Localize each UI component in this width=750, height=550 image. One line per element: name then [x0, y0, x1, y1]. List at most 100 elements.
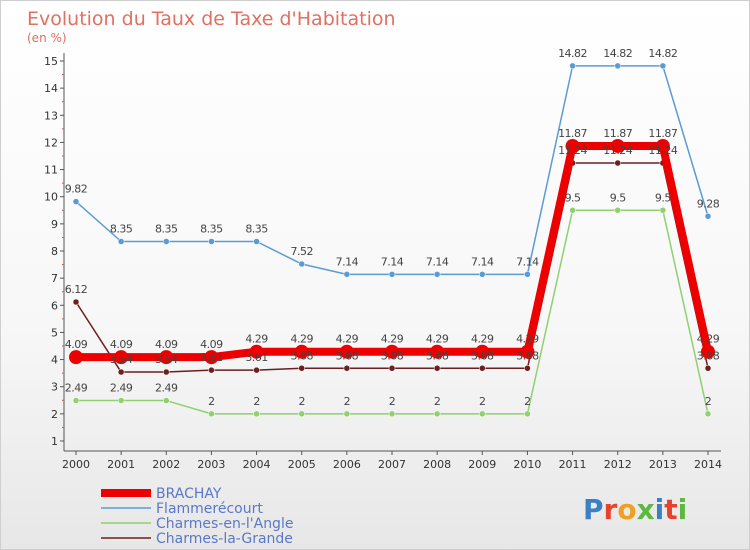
x-tick-label: 2011 [559, 458, 587, 471]
data-point [117, 368, 125, 376]
series-line [72, 141, 712, 362]
brand-letter: x [637, 493, 655, 526]
x-tick-label: 2010 [513, 458, 541, 471]
data-labels: 9.82 8.35 8.35 8.35 8.35 7.52 7.14 7.14 7.14 7.14… [65, 47, 720, 408]
data-label: 7.14 [516, 255, 539, 268]
brand-letter: o [617, 493, 636, 526]
data-label: 2.49 [155, 382, 178, 395]
legend-label: Flammerécourt [156, 501, 263, 517]
data-point [479, 271, 486, 278]
series-layer [69, 62, 715, 418]
data-point [569, 207, 576, 214]
data-point [565, 138, 580, 153]
data-label: 7.14 [381, 255, 404, 268]
data-label: 3.61 [245, 351, 268, 364]
data-point [163, 368, 170, 376]
data-label: 2 [344, 395, 351, 408]
x-tick-label: 2008 [423, 458, 451, 471]
y-tick-label: 14 [44, 82, 58, 95]
series-brachay [69, 138, 715, 365]
data-label: 2 [524, 395, 531, 408]
data-label: 4.29 [426, 333, 449, 346]
y-tick-label: 11 [44, 164, 58, 177]
data-point [253, 410, 260, 418]
data-point [117, 397, 125, 404]
y-tick-label: 12 [44, 136, 58, 149]
x-tick-label: 2013 [649, 458, 677, 471]
data-point [388, 271, 396, 278]
series-flammer-court [72, 62, 712, 278]
legend-label: Charmes-la-Grande [156, 531, 293, 547]
y-tick-label: 10 [44, 191, 58, 204]
data-label: 3.54 [110, 353, 133, 366]
data-point [524, 410, 531, 418]
data-point [253, 366, 260, 374]
data-label: 2 [298, 395, 305, 408]
data-label: 9.5 [565, 191, 581, 204]
data-point [430, 344, 445, 359]
data-point [298, 365, 305, 372]
data-point [298, 410, 305, 418]
data-point [72, 397, 80, 404]
data-label: 3.61 [200, 351, 223, 364]
data-label: 3.68 [516, 349, 539, 362]
y-tick-label: 5 [51, 326, 58, 339]
data-label: 2 [705, 395, 712, 408]
data-label: 11.87 [558, 127, 587, 140]
data-point [343, 365, 351, 372]
data-label: 3.68 [290, 349, 313, 362]
data-label: 3.68 [426, 349, 449, 362]
data-point [208, 366, 215, 374]
data-label: 4.09 [110, 338, 133, 351]
x-tick-label: 2009 [468, 458, 496, 471]
data-label: 14.82 [648, 47, 677, 60]
x-tick-label: 2003 [197, 458, 225, 471]
data-label: 2 [389, 395, 396, 408]
data-point [704, 410, 712, 418]
data-point [433, 271, 441, 278]
data-label: 9.5 [655, 191, 671, 204]
data-point [253, 238, 260, 245]
data-label: 4.29 [471, 333, 494, 346]
data-label: 9.82 [65, 183, 88, 196]
data-point [298, 260, 305, 268]
data-label: 9.5 [610, 191, 626, 204]
data-point [659, 62, 667, 70]
x-tick-label: 2007 [378, 458, 406, 471]
data-point [204, 350, 219, 365]
data-label: 9.28 [697, 197, 720, 210]
x-tick-label: 2001 [107, 458, 135, 471]
data-point [655, 138, 670, 153]
data-point [72, 198, 80, 205]
data-point [524, 271, 531, 278]
data-point [610, 138, 625, 153]
data-label: 4.29 [290, 333, 313, 346]
data-label: 11.24 [648, 144, 677, 157]
data-label: 11.87 [603, 127, 632, 140]
data-label: 2 [479, 395, 486, 408]
y-tick-label: 9 [51, 218, 58, 231]
data-point [249, 344, 264, 359]
data-label: 11.24 [603, 144, 632, 157]
x-tick-label: 2000 [62, 458, 90, 471]
data-label: 2 [434, 395, 441, 408]
y-tick-label: 1 [51, 435, 58, 448]
y-tick-label: 8 [51, 245, 58, 258]
data-point [114, 350, 129, 365]
data-point [524, 365, 531, 372]
y-tick-label: 4 [51, 354, 58, 367]
series-charmes-la-grande [72, 159, 712, 376]
x-tick-label: 2012 [604, 458, 632, 471]
brand-letter: r [604, 493, 618, 526]
data-point [479, 365, 486, 372]
data-label: 14.82 [558, 47, 587, 60]
data-point [208, 410, 215, 418]
data-point [343, 271, 351, 278]
data-label: 7.14 [336, 255, 359, 268]
data-point [69, 350, 83, 365]
data-label: 8.35 [245, 223, 268, 236]
y-tick-label: 3 [51, 381, 58, 394]
data-label: 7.52 [290, 245, 313, 258]
y-tick-label: 6 [51, 299, 58, 312]
